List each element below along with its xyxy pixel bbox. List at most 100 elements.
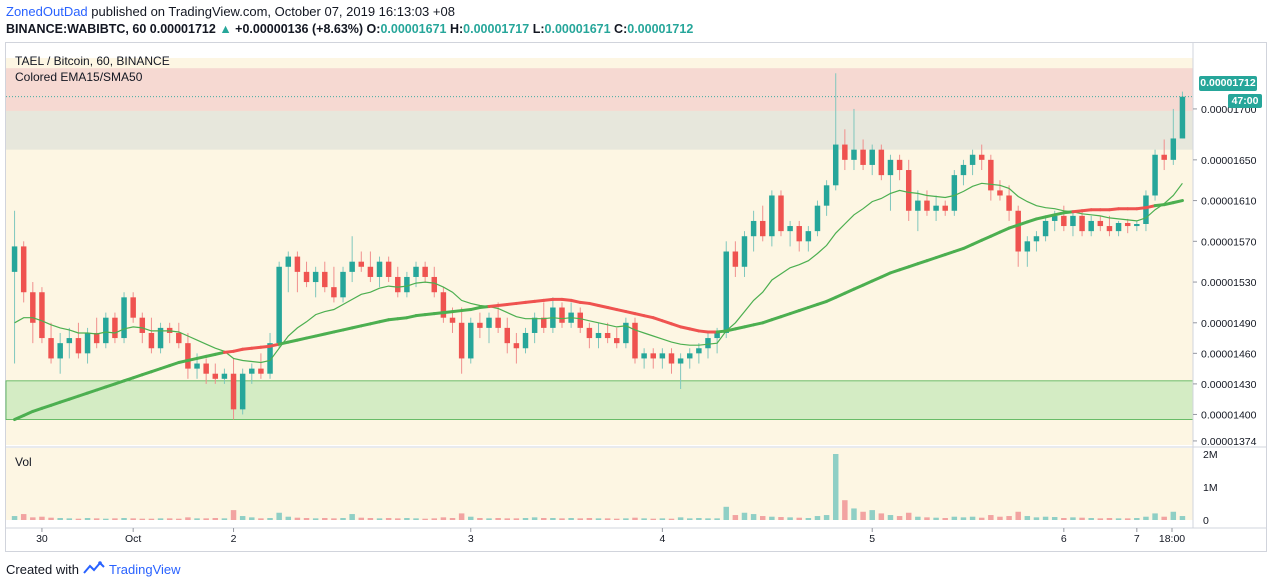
volume-bar	[440, 517, 447, 520]
sma50-segment	[341, 326, 354, 332]
sma50-segment	[149, 367, 163, 374]
candle-body	[595, 332, 602, 339]
candle-body	[942, 205, 948, 211]
volume-bar	[84, 518, 91, 520]
x-tick-label: Oct	[125, 533, 141, 545]
volume-bar	[39, 516, 45, 520]
x-tick-label: 30	[36, 533, 48, 545]
sma50-segment	[569, 298, 582, 304]
volume-bar	[1079, 517, 1085, 520]
sma50-segment	[961, 242, 975, 250]
sma50-segment	[140, 370, 153, 377]
sma50-segment	[688, 327, 701, 333]
sma50-segment	[451, 309, 464, 314]
sma50-segment	[95, 385, 108, 392]
sma50-segment	[314, 332, 327, 338]
candle-body	[504, 327, 510, 344]
author-link[interactable]: ZonedOutDad	[6, 4, 88, 19]
volume-bar	[1115, 518, 1122, 520]
y-tick-label: 0.00001570	[1201, 236, 1257, 248]
volume-bar	[395, 518, 401, 520]
sma50-segment	[533, 298, 546, 303]
candle-body	[997, 190, 1003, 196]
tradingview-brand[interactable]: TradingView	[108, 562, 181, 577]
sma50-segment	[405, 314, 418, 320]
volume-bar	[814, 516, 821, 520]
sma50-segment	[724, 327, 737, 333]
sma50-segment	[779, 312, 792, 319]
sma50-segment	[232, 347, 245, 353]
candle-body	[30, 292, 36, 323]
indicator-title[interactable]: Colored EMA15/SMA50	[15, 70, 143, 84]
candle-body	[778, 195, 784, 232]
sma50-segment	[852, 283, 865, 291]
sma50-segment	[669, 322, 683, 329]
candle-body	[449, 317, 456, 323]
candle-body	[395, 276, 401, 293]
candle-body	[20, 246, 27, 293]
sma50-segment	[1071, 209, 1084, 214]
pane-title: TAEL / Bitcoin, 60, BINANCE	[15, 54, 170, 68]
sma50-segment	[624, 310, 637, 316]
sma50-segment	[898, 265, 911, 272]
volume-bar	[541, 518, 547, 520]
candle-body	[723, 251, 729, 333]
y-tick-label: 0.00001460	[1201, 348, 1257, 360]
sma50-segment	[952, 246, 965, 253]
sma50-segment	[560, 297, 573, 302]
close-label: C:	[614, 22, 628, 36]
sma50-segment	[578, 300, 591, 305]
volume-bar	[249, 517, 255, 520]
volume-bar	[842, 500, 848, 520]
candle-body	[194, 363, 200, 369]
volume-bar	[741, 512, 748, 520]
candle-body	[312, 271, 319, 283]
volume-bar	[531, 517, 538, 520]
volume-bar	[723, 506, 729, 520]
sma50-segment	[980, 234, 993, 242]
candle-body	[1061, 215, 1067, 227]
volume-bar	[285, 516, 292, 520]
volume-bar	[422, 518, 428, 520]
candle-body	[139, 317, 146, 333]
volume-bar	[349, 514, 355, 520]
tradingview-logo-icon[interactable]	[83, 561, 105, 578]
candle-body	[322, 271, 328, 288]
volume-bar	[1033, 517, 1040, 520]
chart-frame[interactable]	[5, 42, 1267, 552]
candle-body	[1170, 138, 1177, 160]
candle-body	[1115, 222, 1122, 232]
volume-bar	[960, 517, 967, 520]
sma50-segment	[797, 306, 810, 313]
volume-bar	[230, 510, 237, 520]
sma50-segment	[888, 268, 902, 275]
volume-bar	[1170, 511, 1177, 520]
sma50-segment	[104, 382, 117, 389]
volume-bar	[887, 515, 894, 520]
published-text: published on TradingView.com, October 07…	[91, 4, 455, 19]
candle-body	[1024, 241, 1031, 252]
candle-body	[851, 149, 857, 160]
volume-bar	[385, 518, 392, 520]
candle-body	[1143, 195, 1149, 225]
candle-body	[650, 353, 656, 359]
sma50-segment	[971, 238, 984, 246]
volume-bar	[267, 518, 273, 520]
volume-bar	[20, 514, 27, 520]
candle-body	[769, 195, 775, 237]
volume-bar	[915, 516, 921, 520]
sma50-segment	[31, 406, 44, 413]
candle-body	[604, 332, 611, 339]
candle-body	[458, 322, 465, 359]
sma50-segment	[1144, 204, 1157, 210]
sma50-segment	[679, 325, 692, 331]
candle-body	[285, 256, 292, 267]
candle-body	[577, 312, 583, 328]
volume-bar	[431, 518, 438, 520]
volume-title[interactable]: Vol	[15, 455, 32, 469]
volume-bar	[942, 518, 948, 520]
candle-body	[486, 317, 492, 328]
sma50-segment	[606, 306, 619, 312]
sma50-segment	[286, 338, 299, 344]
